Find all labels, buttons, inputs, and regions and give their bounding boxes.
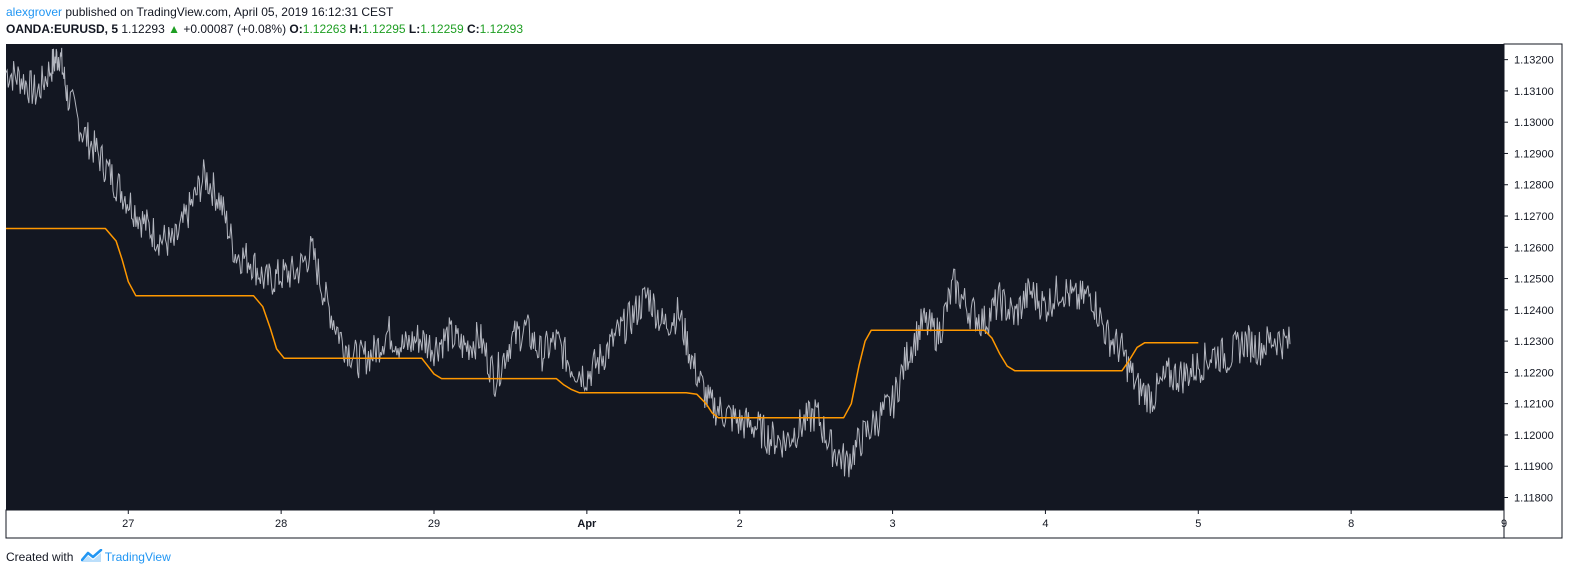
publish-line: alexgrover published on TradingView.com,… — [6, 4, 523, 21]
price-tick-label: 1.12700 — [1514, 211, 1554, 223]
change-value: +0.00087 (+0.08%) — [183, 22, 287, 36]
time-tick-label: Apr — [577, 518, 597, 530]
tradingview-logo-icon — [80, 549, 102, 562]
high-value: 1.12295 — [362, 22, 406, 36]
time-axis[interactable] — [5, 509, 1505, 539]
time-tick-label: 28 — [275, 518, 287, 530]
indicator-line — [6, 227, 1199, 419]
price-axis[interactable] — [1503, 43, 1563, 539]
symbol-label: OANDA:EURUSD, 5 — [6, 22, 119, 36]
price-tick-label: 1.11800 — [1514, 492, 1553, 504]
price-series-layer — [5, 47, 1291, 478]
price-tick-label: 1.12100 — [1514, 399, 1554, 411]
last-price: 1.12293 — [121, 22, 165, 36]
price-tick-label: 1.12800 — [1514, 180, 1554, 192]
price-tick-label: 1.12500 — [1514, 274, 1554, 286]
price-tick-label: 1.12300 — [1514, 336, 1554, 348]
low-value: 1.12259 — [420, 22, 464, 36]
price-tick-label: 1.13200 — [1514, 55, 1554, 67]
time-tick-label: 29 — [428, 518, 440, 530]
plot-area[interactable] — [6, 44, 1504, 510]
chart-header: alexgrover published on TradingView.com,… — [6, 4, 523, 38]
close-value: 1.12293 — [479, 22, 524, 36]
time-tick-label: 3 — [890, 518, 896, 530]
time-axis-ticks: 27 28 29 Apr 2 3 4 5 8 9 — [122, 510, 1507, 530]
tradingview-brand-link[interactable]: TradingView — [104, 550, 171, 564]
price-tick-label: 1.12600 — [1514, 242, 1554, 254]
author-link[interactable]: alexgrover — [6, 5, 63, 19]
open-value: 1.12263 — [302, 22, 347, 36]
time-tick-label: 4 — [1042, 518, 1048, 530]
created-with-label: Created with — [6, 550, 74, 564]
price-tick-label: 1.12000 — [1514, 430, 1554, 442]
price-line — [5, 47, 1291, 478]
published-text: published on TradingView.com, April 05, … — [62, 5, 394, 19]
price-tick-label: 1.12200 — [1514, 367, 1554, 379]
price-tick-label: 1.12400 — [1514, 305, 1554, 317]
symbol-line: OANDA:EURUSD, 5 1.12293 ▲ +0.00087 (+0.0… — [6, 21, 523, 38]
price-tick-label: 1.12900 — [1514, 148, 1554, 160]
price-axis-ticks: 1.13200 1.13100 1.13000 1.12900 1.12800 1.127… — [1504, 55, 1554, 504]
time-tick-label: 27 — [122, 518, 134, 530]
price-tick-label: 1.11900 — [1514, 461, 1553, 473]
time-tick-label: 9 — [1501, 518, 1507, 530]
price-tick-label: 1.13100 — [1514, 86, 1554, 98]
time-tick-label: 2 — [737, 518, 743, 530]
open-label: O: — [289, 22, 303, 36]
time-tick-label: 8 — [1348, 518, 1354, 530]
indicator-series-layer — [6, 227, 1199, 419]
up-arrow-icon: ▲ — [168, 22, 180, 36]
high-label: H: — [349, 22, 363, 36]
price-tick-label: 1.13000 — [1514, 117, 1554, 129]
time-tick-label: 5 — [1195, 518, 1201, 530]
low-label: L: — [408, 22, 421, 36]
close-label: C: — [466, 22, 480, 36]
footer: Created with TradingView — [6, 549, 171, 564]
price-chart[interactable]: 1.13200 1.13100 1.13000 1.12900 1.12800 1.127… — [0, 0, 1569, 545]
